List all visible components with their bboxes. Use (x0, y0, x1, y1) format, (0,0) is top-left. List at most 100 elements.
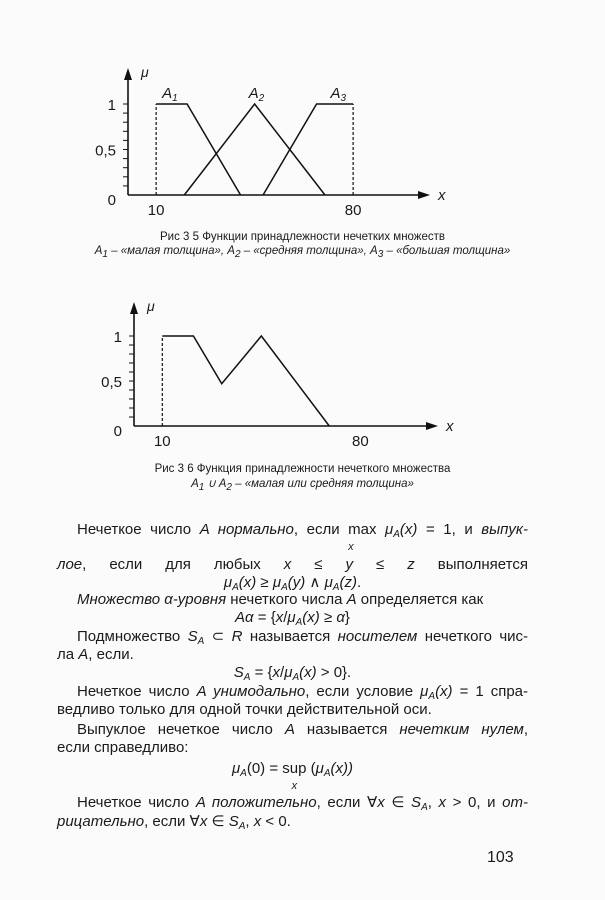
text-segment: x (377, 794, 385, 811)
text-line-support: Подмножество SA ⊂ R называется носителем… (77, 628, 528, 651)
text-segment: μ (315, 760, 324, 777)
text-segment: μ (272, 574, 282, 591)
text-segment: A (370, 245, 378, 257)
y-tick-label: 1 (114, 329, 122, 346)
text-line-alpha: Множество α-уровня нечеткого числа A опр… (77, 591, 483, 609)
x-axis-label: x (437, 187, 446, 204)
series-label-A1: A1 (161, 85, 178, 104)
text-segment: называется (242, 628, 338, 645)
text-segment: ≤ (353, 556, 408, 573)
subscript: A (232, 582, 239, 593)
text-segment: , если ∀ (144, 813, 200, 830)
text-segment: α (336, 609, 345, 626)
text-segment: нечеткого чис- (417, 628, 529, 645)
text-segment: x (199, 813, 208, 830)
text-segment: x (283, 556, 292, 573)
subscript: 1 (198, 482, 205, 493)
text-segment: z (407, 556, 415, 573)
text-segment: называется (294, 721, 400, 738)
x-axis-arrow (418, 191, 430, 199)
text-segment: , (427, 794, 439, 811)
text-segment: < 0. (261, 813, 291, 830)
text-segment: = { (253, 609, 276, 626)
text-segment: – «малая толщина», (107, 245, 228, 257)
chart-fig-3-6: μ x 0 0,5 1 10 80 (101, 298, 454, 450)
text-segment: A (94, 245, 103, 257)
operator-text: sup (282, 760, 307, 777)
text-segment: = { (250, 664, 273, 681)
subscript: A (332, 582, 340, 593)
y-axis-arrow (124, 68, 132, 80)
text-segment: нечетким нулем (399, 721, 524, 738)
text-segment: A унимодально (196, 683, 306, 700)
text-segment: μ (231, 760, 241, 777)
series-line-0 (162, 334, 330, 427)
text-segment: x (275, 609, 284, 626)
subscript: A (243, 672, 251, 683)
x-tick-label: 10 (154, 433, 171, 450)
y-axis-label: μ (146, 298, 155, 314)
y-tick-label: 0,5 (101, 374, 122, 391)
chart-fig-3-5: μ x 0 0,5 1 10 80 A1 A2 A3 (95, 64, 446, 219)
subscript: A (238, 821, 246, 832)
text-line-unimodal: Нечеткое число A унимодально, если услов… (77, 683, 528, 706)
text-line-1: Нечеткое число A нормально, если max x μA… (77, 521, 528, 553)
operator-subscript: x (291, 780, 298, 792)
text-segment (376, 521, 385, 538)
y-tick-label: 0 (114, 423, 122, 440)
caption-fig-3-6-line1: Рис 3 6 Функция принадлежности нечеткого… (154, 463, 451, 475)
text-segment: определяется как (356, 591, 484, 608)
text-segment: A (78, 646, 89, 663)
text-segment: Нечеткое число (77, 683, 197, 700)
text-segment: , если. (88, 646, 134, 663)
text-segment: / (280, 664, 285, 681)
text-segment: A (346, 591, 357, 608)
subscript: A (240, 768, 247, 779)
operator-text: max (348, 521, 377, 538)
text-segment: (z) (339, 574, 357, 591)
series-line-A1 (156, 103, 242, 196)
text-segment: – «большая толщина» (383, 245, 511, 257)
text-segment: > 0}. (316, 664, 352, 681)
text-segment: ∈ (384, 794, 412, 811)
text-segment: ≥ (319, 609, 337, 626)
text-segment: (x) (238, 574, 257, 591)
y-tick-label: 0,5 (95, 143, 116, 160)
text-segment: Подмножество (77, 628, 188, 645)
text-segment: ∈ (207, 813, 229, 830)
text-segment: (x)) (330, 760, 354, 777)
x-tick-label: 10 (148, 202, 165, 219)
series-label-A2: A2 (248, 85, 265, 104)
x-axis-arrow (426, 422, 438, 430)
text-segment: (y) (287, 574, 306, 591)
text-segment: = 1, и (417, 521, 482, 538)
text-segment: , если ∀ (316, 794, 378, 811)
text-segment: , если условие (305, 683, 421, 700)
text-segment: ∪ (204, 478, 219, 490)
formula-support: SA = {x/μA(x) > 0}. (57, 664, 528, 687)
text-segment: y (345, 556, 354, 573)
text-segment: выполняется (414, 556, 528, 573)
text-segment: от- (502, 794, 528, 811)
text-segment: A положительно (195, 794, 317, 811)
subscript: 2 (234, 249, 241, 260)
text-segment: S (228, 813, 239, 830)
series-label-subscript: 2 (258, 93, 265, 104)
text-segment: ∧ (305, 574, 325, 591)
text-segment: μ (284, 664, 293, 681)
text-segment: μ (420, 683, 429, 700)
text-line-2: лое, если для любых x ≤ y ≤ z выполняетс… (57, 556, 528, 574)
text-segment: Нечеткое число (77, 794, 196, 811)
text-segment: . (356, 574, 362, 591)
operator-subscript: x (348, 541, 354, 553)
subscript: 3 (377, 249, 384, 260)
caption-fig-3-5-line2: A1 – «малая толщина», A2 – «средняя толщ… (0, 244, 605, 262)
subscript: A (393, 529, 400, 540)
text-segment: лое (57, 556, 83, 573)
text-segment: (x) (435, 683, 453, 700)
text-segment: , если (293, 521, 349, 538)
text-segment: A (227, 245, 235, 257)
text-segment: μ (385, 521, 394, 538)
text-segment: S (233, 664, 244, 681)
